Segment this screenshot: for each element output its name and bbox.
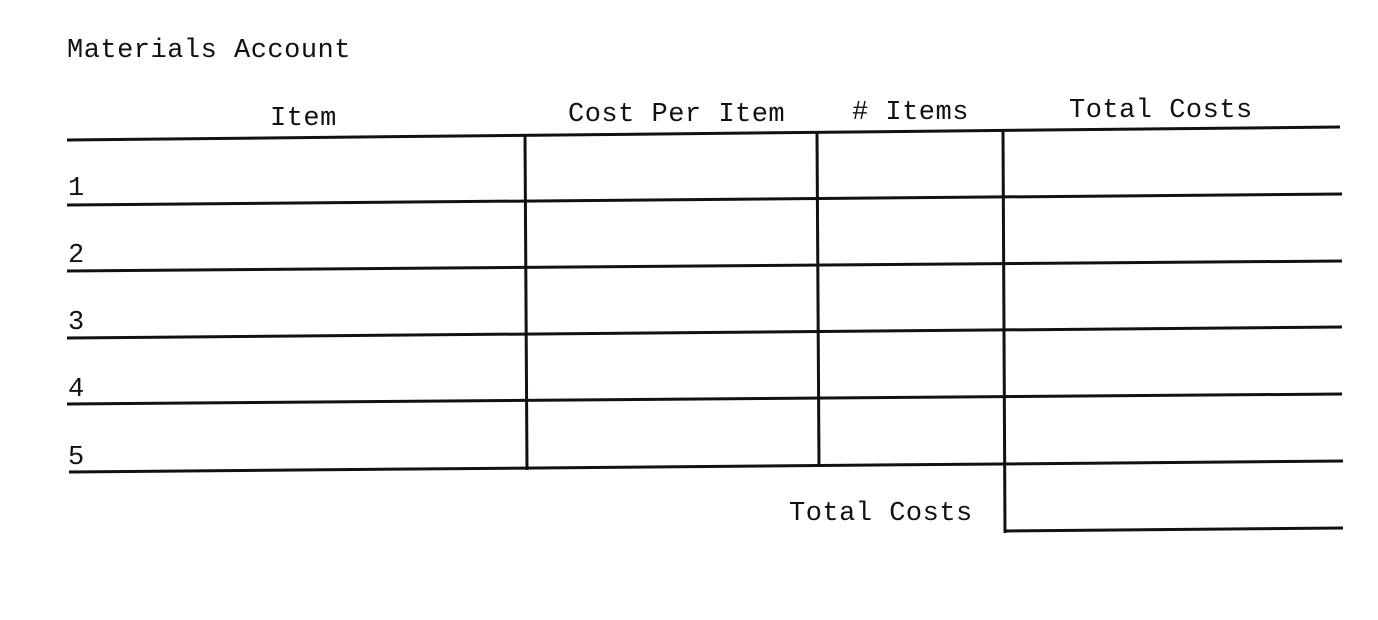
row-number: 3: [68, 308, 85, 338]
total-costs-label: Total Costs: [789, 499, 973, 529]
column-header-num-items: # Items: [852, 98, 969, 128]
column-header-item: Item: [270, 104, 337, 134]
column-header-cost-per-item: Cost Per Item: [568, 100, 786, 130]
form-title: Materials Account: [67, 36, 351, 66]
row-rule: [66, 192, 1343, 207]
row-number: 4: [68, 375, 85, 405]
row-rule: [66, 325, 1343, 340]
header-rule: [66, 125, 1341, 142]
row-number: 5: [68, 443, 85, 473]
column-divider: [1001, 130, 1007, 534]
row-rule: [66, 392, 1343, 406]
row-rule: [68, 459, 1344, 474]
total-rule: [1004, 526, 1344, 533]
column-header-total-costs: Total Costs: [1069, 96, 1253, 126]
row-rule: [66, 259, 1343, 273]
column-divider: [523, 135, 529, 471]
column-divider: [815, 132, 821, 468]
row-number: 1: [68, 174, 85, 204]
row-number: 2: [68, 241, 85, 271]
